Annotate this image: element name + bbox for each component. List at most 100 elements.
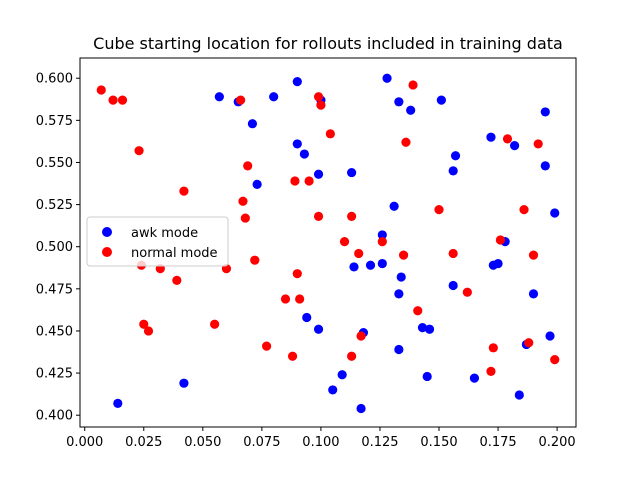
normal-mode-point — [495, 235, 506, 245]
normal-mode-point — [143, 326, 154, 336]
normal-mode-point — [236, 95, 246, 105]
axes-frame — [79, 57, 577, 428]
normal-mode-point — [401, 137, 411, 147]
normal-mode-point — [413, 306, 423, 316]
awk-mode-point — [389, 201, 399, 211]
normal-mode-point — [550, 355, 560, 365]
awk-mode-point — [349, 262, 359, 272]
awk-mode-point — [292, 76, 302, 87]
normal-mode-point — [524, 338, 534, 348]
awk-mode-point — [113, 398, 123, 409]
normal-mode-point — [325, 129, 335, 139]
x-axis: 0.000 0.025 0.050 0.075 0.100 0.125 0.150 0.175… — [66, 427, 576, 450]
normal-mode-point — [96, 85, 106, 95]
normal-mode-point — [240, 213, 250, 223]
normal-mode-point — [304, 176, 314, 186]
awk-mode-point — [299, 149, 309, 159]
y-tick-label: 0.475 — [36, 282, 73, 297]
awk-mode-point — [292, 139, 302, 149]
y-axis: 0.400 0.425 0.450 0.475 0.500 0.525 0.550 0.575… — [36, 72, 80, 424]
awk-mode-point — [313, 324, 324, 334]
awk-mode-point — [328, 385, 338, 395]
x-tick-label: 0.175 — [479, 435, 516, 450]
normal-mode-point — [377, 237, 387, 247]
awk-mode-point — [396, 272, 406, 282]
normal-mode-point — [179, 186, 189, 196]
y-tick-label: 0.550 — [36, 156, 73, 171]
normal-mode-point — [313, 92, 324, 102]
awk-mode-point — [356, 403, 366, 414]
legend-box — [86, 216, 229, 267]
normal-mode-point — [313, 211, 324, 221]
normal-mode-point — [108, 95, 118, 105]
awk-mode-point — [540, 107, 550, 117]
y-tick-label: 0.400 — [36, 409, 73, 424]
normal-mode-point — [250, 255, 260, 265]
normal-mode-point — [261, 341, 272, 351]
normal-mode-point — [287, 351, 298, 361]
normal-mode-point — [488, 343, 498, 353]
normal-mode-point — [354, 248, 364, 259]
awk-mode-point — [179, 378, 189, 388]
normal-mode-point — [434, 205, 444, 215]
legend-marker-awk-mode — [102, 227, 112, 237]
awk-mode-point — [252, 179, 262, 189]
awk-mode-point — [365, 260, 376, 270]
normal-mode-point — [347, 351, 357, 361]
awk-mode-point — [509, 141, 520, 151]
awk-mode-point — [247, 119, 258, 129]
awk-mode-point — [377, 258, 387, 269]
x-tick-label: 0.150 — [420, 435, 457, 450]
awk-mode-point — [448, 280, 458, 291]
legend-label-awk-mode: awk mode — [131, 226, 198, 241]
awk-mode-point — [269, 92, 279, 102]
awk-mode-point — [436, 95, 446, 105]
legend-label-normal-mode: normal mode — [131, 246, 218, 261]
normal-mode-point — [292, 269, 302, 279]
chart-title: Cube starting location for rollouts incl… — [93, 34, 563, 53]
normal-mode-point — [238, 196, 248, 206]
x-tick-label: 0.100 — [302, 435, 339, 450]
awk-mode-point — [406, 105, 416, 115]
y-tick-label: 0.450 — [36, 324, 73, 339]
y-tick-label: 0.525 — [36, 198, 73, 213]
normal-mode-point — [295, 294, 305, 304]
awk-mode-point — [337, 370, 347, 380]
normal-mode-point — [398, 250, 409, 260]
x-tick-label: 0.025 — [125, 435, 162, 450]
awk-mode-point — [448, 166, 458, 176]
y-tick-label: 0.500 — [36, 240, 73, 255]
awk-mode-point — [302, 312, 312, 323]
awk-mode-point — [493, 258, 503, 269]
awk-mode-point — [382, 73, 392, 83]
normal-mode-point — [356, 331, 366, 341]
x-tick-label: 0.075 — [243, 435, 280, 450]
normal-mode-point — [280, 294, 291, 304]
awk-mode-point — [540, 161, 550, 171]
normal-mode-point — [210, 319, 220, 329]
normal-mode-point — [408, 80, 418, 90]
awk-mode-point — [377, 230, 387, 240]
y-tick-label: 0.600 — [36, 72, 73, 87]
awk-mode-point — [417, 322, 428, 333]
x-tick-label: 0.125 — [361, 435, 398, 450]
normal-mode-point — [347, 211, 357, 221]
awk-mode-point — [394, 97, 404, 107]
normal-mode-point — [117, 95, 128, 105]
normal-mode-point — [290, 176, 300, 186]
data-points — [96, 73, 560, 414]
awk-mode-point — [545, 331, 555, 341]
awk-mode-point — [486, 132, 496, 142]
normal-mode-point — [533, 139, 543, 149]
legend: awk mode normal mode — [86, 216, 229, 267]
awk-mode-point — [550, 208, 560, 218]
awk-mode-point — [313, 169, 324, 179]
awk-mode-point — [214, 92, 224, 102]
awk-mode-point — [394, 344, 404, 355]
normal-mode-point — [448, 248, 458, 259]
awk-mode-point — [514, 390, 524, 400]
normal-mode-point — [502, 134, 513, 144]
awk-mode-point — [422, 371, 432, 382]
awk-mode-point — [394, 289, 404, 299]
